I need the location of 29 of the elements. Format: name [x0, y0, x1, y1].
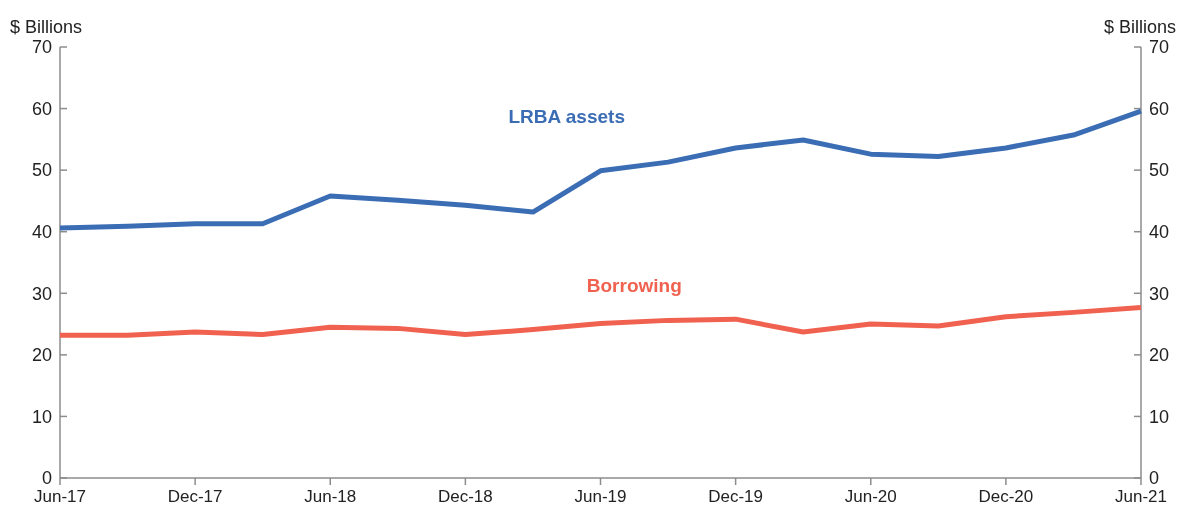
y-tick-label: 0 — [41, 468, 52, 489]
y-tick-label: 40 — [31, 222, 52, 243]
x-tick-label: Dec-18 — [437, 487, 493, 506]
y-tick-label: 70 — [31, 37, 52, 58]
y2-tick-label: 40 — [1149, 222, 1170, 243]
y2-tick-label: 10 — [1149, 406, 1170, 427]
y2-tick-label: 30 — [1149, 283, 1170, 304]
x-tick-label: Jun-21 — [1115, 487, 1167, 506]
y2-tick-label: 60 — [1149, 98, 1170, 119]
x-tick-label: Jun-18 — [304, 487, 357, 506]
y2-axis-title: $ Billions — [1103, 17, 1176, 37]
y2-tick-label: 0 — [1149, 468, 1160, 489]
y2-tick-label: 20 — [1149, 345, 1170, 366]
x-tick-label: Jun-19 — [574, 487, 627, 506]
x-tick-label: Dec-20 — [978, 487, 1034, 506]
x-tick-label: Jun-20 — [844, 487, 897, 506]
text: LRBA assets — [508, 105, 625, 127]
x-tick-label: Dec-19 — [708, 487, 764, 506]
x-tick-label: Jun-17 — [34, 487, 86, 506]
x-tick-label: Dec-17 — [167, 487, 223, 506]
y2-tick-label: 70 — [1149, 37, 1170, 58]
y-tick-label: 10 — [31, 406, 52, 427]
series-label: Borrowing — [586, 275, 682, 297]
y-tick-label: 30 — [31, 283, 52, 304]
y-tick-label: 50 — [31, 160, 52, 181]
y-axis-title: $ Billions — [10, 17, 83, 37]
y2-tick-label: 50 — [1149, 160, 1170, 181]
y-tick-label: 60 — [31, 98, 52, 119]
y-tick-label: 20 — [31, 345, 52, 366]
